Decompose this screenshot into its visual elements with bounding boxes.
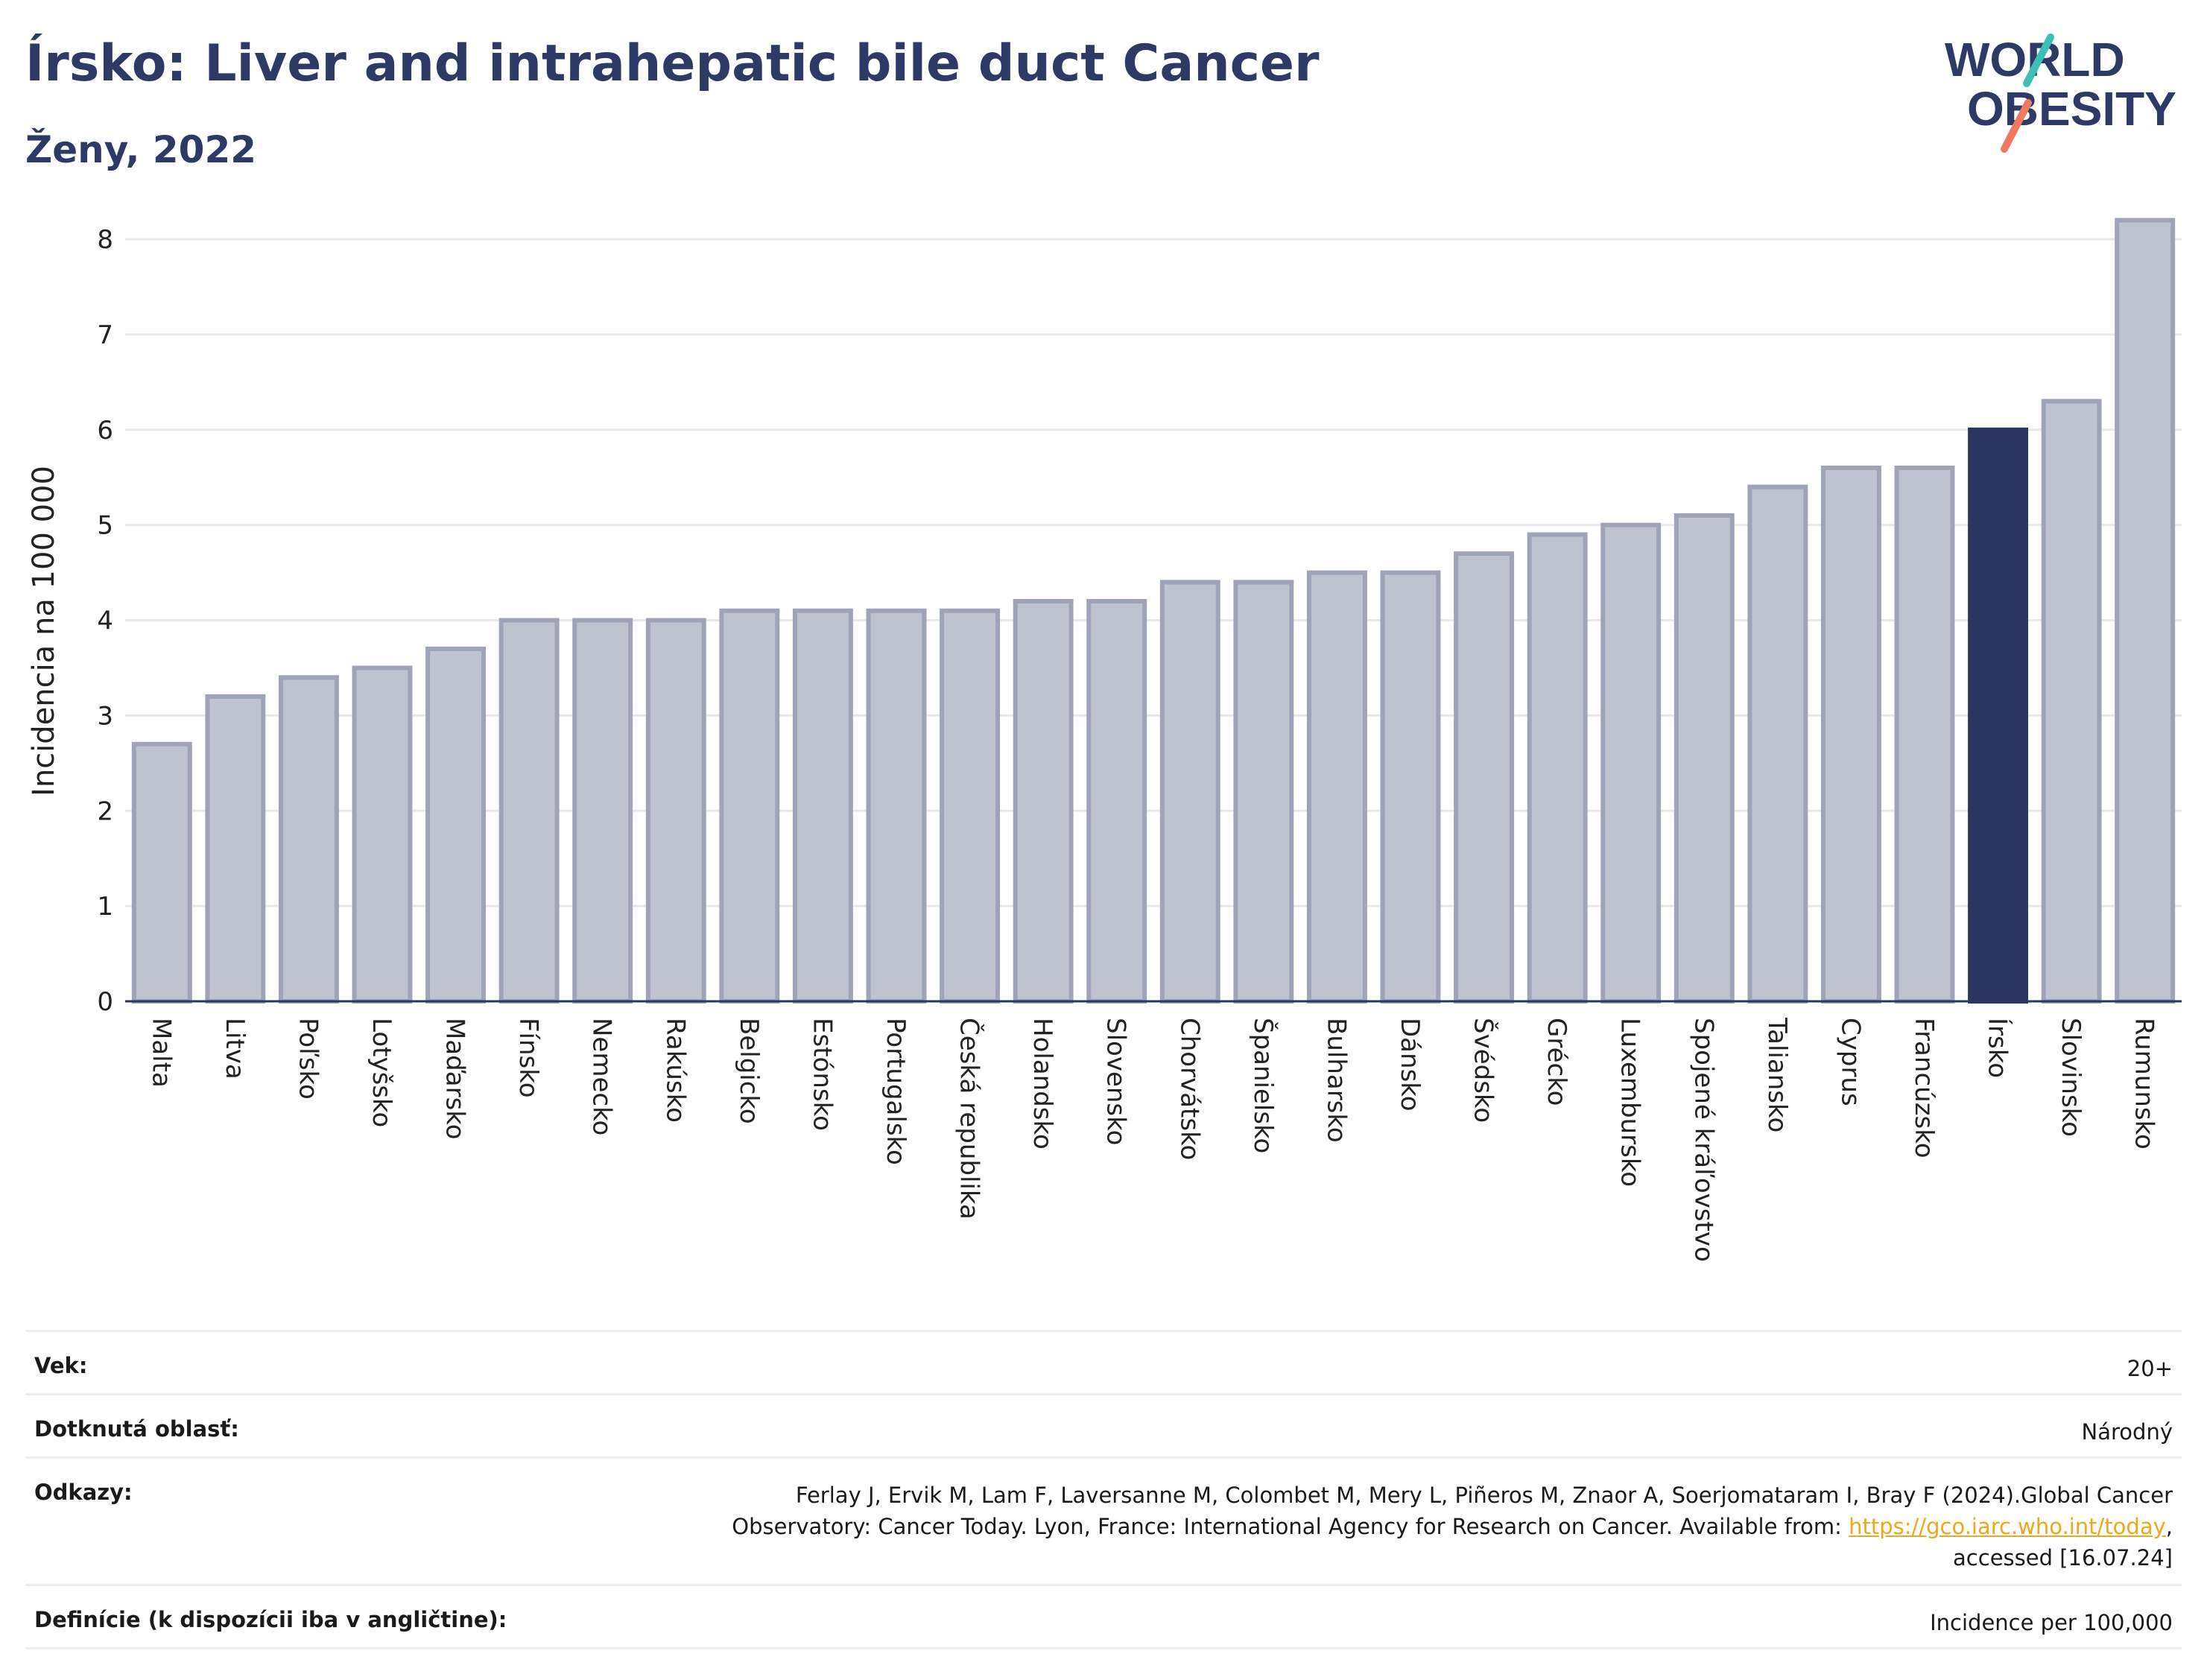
bar-7 [645,618,706,1004]
reference-line-2: Observatory: Cancer Today. Lyon, France:… [732,1511,2173,1542]
x-tick-label: Holandsko [1027,1018,1057,1150]
bar-27 [2115,218,2176,1004]
x-tick-label: Maďarsko [440,1018,470,1140]
x-tick-label: Švédsko [1469,1018,1499,1123]
bar-11 [940,608,1001,1004]
x-tick-label: Francúzsko [1909,1018,1939,1158]
info-row-definitions: Definície (k dispozícii iba v angličtine… [25,1584,2182,1649]
x-tick-label: Bulharsko [1321,1018,1351,1143]
x-tick-label: Belgicko [734,1018,764,1124]
y-tick-label: 3 [97,701,113,731]
y-tick-label: 2 [97,796,113,826]
bar-4 [425,646,487,1004]
bar-23 [1820,466,1881,1004]
y-tick-label: 6 [97,416,113,446]
info-table: Vek: 20+ Dotknutá oblasť: Národný Odkazy… [25,1330,2182,1649]
logo-line1: WORLD [1945,33,2125,86]
bar-10 [866,608,927,1004]
x-tick-label: Estónsko [807,1018,837,1131]
y-tick-label: 7 [97,320,113,350]
logo-line2: OBESITY [1967,82,2176,136]
bar-25 [1968,427,2029,1004]
reference-link[interactable]: https://gco.iarc.who.int/today [1849,1514,2166,1539]
bar-chart: 0 1 2 3 4 5 6 7 8 Incidencia na 100 000 Malta Litva… [27,218,2182,1262]
bar-21 [1673,513,1735,1004]
bar-19 [1527,532,1588,1004]
bar-14 [1159,580,1220,1004]
info-label-age: Vek: [34,1353,88,1378]
x-tick-label: Slovinsko [2056,1018,2086,1137]
x-tick-label: Rakúsko [660,1018,690,1123]
x-tick-label: Luxembursko [1615,1018,1645,1187]
bar-24 [1894,466,1955,1004]
x-tick-label: Česká republika [954,1018,985,1220]
info-value-area: Národný [2081,1419,2173,1445]
bar-15 [1233,580,1294,1004]
info-row-references: Odkazy: Ferlay J, Ervik M, Lam F, Lavers… [25,1456,2182,1584]
info-row-age: Vek: 20+ [25,1330,2182,1393]
info-label-definitions: Definície (k dispozícii iba v angličtine… [34,1607,507,1632]
x-tick-label: Spojené kráľovstvo [1688,1018,1718,1262]
bar-8 [719,608,780,1004]
y-tick-label: 5 [97,511,113,541]
x-tick-label: Cyprus [1835,1018,1865,1106]
info-value-references: Ferlay J, Ervik M, Lam F, Laversanne M, … [732,1480,2173,1573]
bar-12 [1013,599,1074,1004]
reference-line-2-end: , [2165,1514,2173,1539]
info-row-area: Dotknutá oblasť: Národný [25,1393,2182,1456]
bar-0 [131,741,192,1004]
bar-2 [278,675,339,1004]
reference-line-1: Ferlay J, Ervik M, Lam F, Laversanne M, … [795,1483,2173,1508]
x-tick-label: Poľsko [293,1018,323,1100]
x-tick-label: Malta [146,1018,176,1088]
bar-17 [1380,570,1441,1004]
info-label-area: Dotknutá oblasť: [34,1416,239,1442]
x-tick-label: Fínsko [513,1018,543,1098]
y-axis-label: Incidencia na 100 000 [27,466,61,796]
x-tick-label: Dánsko [1395,1018,1425,1112]
bar-26 [2041,399,2102,1004]
x-tick-label: Lotyšsko [367,1018,396,1127]
x-tick-label: Írsko [1983,1018,2013,1078]
bar-9 [792,608,853,1004]
bar-22 [1747,484,1808,1004]
x-tick-label: Chorvátsko [1174,1018,1204,1160]
bar-1 [205,694,266,1004]
x-tick-label: Rumunsko [2129,1018,2159,1150]
info-value-definitions: Incidence per 100,000 [1930,1610,2173,1635]
page-title: Írsko: Liver and intrahepatic bile duct … [25,34,1320,93]
bar-3 [352,665,413,1004]
bar-20 [1600,522,1662,1004]
reference-line-2-text: Observatory: Cancer Today. Lyon, France:… [732,1514,1849,1539]
y-tick-label: 0 [97,987,113,1017]
reference-line-3: accessed [16.07.24] [1953,1545,2173,1570]
x-tick-label: Španielsko [1248,1018,1279,1153]
page-subtitle: Ženy, 2022 [25,128,257,171]
bar-6 [572,618,633,1004]
bar-16 [1306,570,1367,1004]
x-tick-label: Slovensko [1101,1018,1131,1145]
y-tick-label: 1 [97,892,113,922]
info-value-age: 20+ [2127,1356,2173,1381]
info-label-references: Odkazy: [34,1480,133,1505]
bar-13 [1086,599,1147,1004]
bar-5 [498,618,560,1004]
x-tick-label: Taliansko [1762,1017,1792,1132]
world-obesity-logo: WORLD OBESITY [1937,30,2191,164]
bar-18 [1454,551,1515,1004]
y-tick-label: 4 [97,606,113,636]
x-tick-label: Nemecko [587,1018,617,1135]
x-tick-label: Portugalsko [881,1018,911,1165]
x-tick-label: Grécko [1542,1018,1571,1106]
y-tick-label: 8 [97,225,113,255]
x-tick-label: Litva [220,1018,250,1080]
